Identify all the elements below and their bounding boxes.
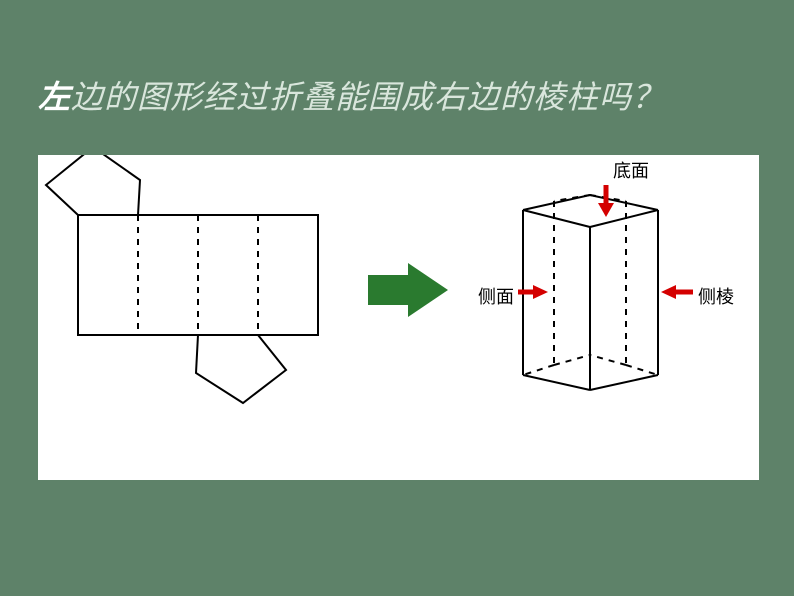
label-side-edge: 侧棱 [698, 283, 734, 309]
question-title: 左边的图形经过折叠能围成右边的棱柱吗？ [38, 72, 665, 118]
title-emphasis: 左 [38, 79, 71, 115]
title-rest: 边的图形经过折叠能围成右边的棱柱吗？ [71, 79, 665, 115]
diagram-panel: 底面 侧面 侧棱 [38, 155, 759, 480]
label-arrows [518, 185, 693, 299]
net-pentagon-top [46, 155, 140, 215]
label-side-face: 侧面 [478, 283, 514, 309]
diagram-svg [38, 155, 759, 480]
prism-top-front-edge [523, 195, 658, 210]
label-top-face: 底面 [613, 157, 649, 183]
prism-visible-edges [523, 210, 658, 390]
net-pentagon-bot [196, 335, 286, 403]
net-fold-lines [138, 215, 258, 335]
folds-into-arrow-icon [368, 263, 448, 317]
prism-net [46, 155, 318, 403]
